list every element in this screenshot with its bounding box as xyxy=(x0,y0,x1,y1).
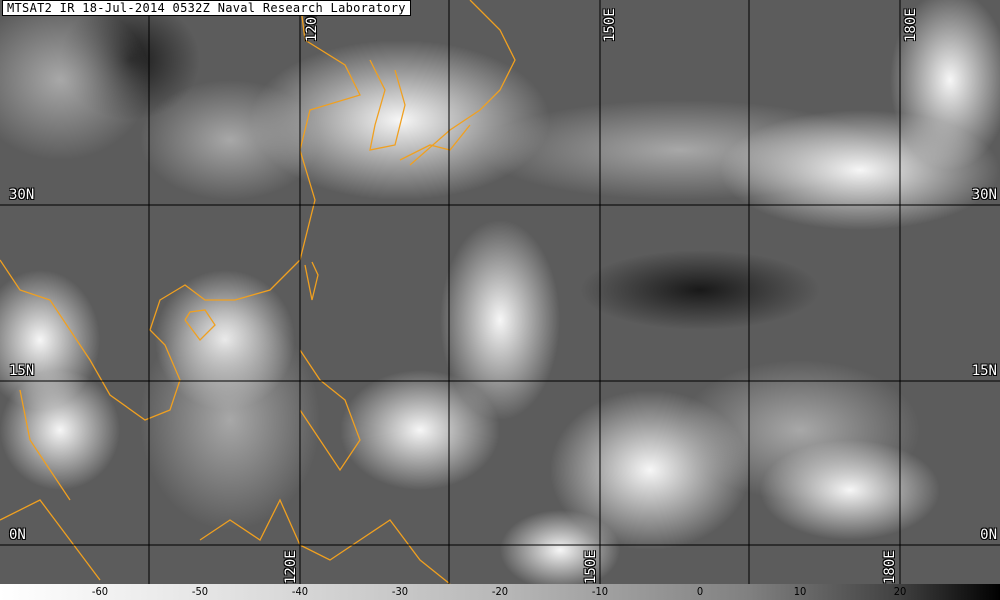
coastlines xyxy=(0,0,516,584)
lat-label-0n-left: 0N xyxy=(9,527,26,543)
lat-lon-grid xyxy=(0,0,1000,584)
cloud-features xyxy=(0,0,1000,584)
colorbar-tick: -30 xyxy=(391,585,409,598)
lon-label-120e-bottom: 120E xyxy=(283,550,299,584)
colorbar-tick: 0 xyxy=(696,585,704,598)
colorbar-tick: -40 xyxy=(291,585,309,598)
colorbar-tick: 10 xyxy=(793,585,807,598)
colorbar-tick: -50 xyxy=(191,585,209,598)
lat-label-15n-right: 15N xyxy=(971,363,997,379)
lat-label-0n-right: 0N xyxy=(980,527,997,543)
lat-label-15n-left: 15N xyxy=(9,363,35,379)
lat-label-30n-right: 30N xyxy=(971,187,997,203)
image-title: MTSAT2 IR 18-Jul-2014 0532Z Naval Resear… xyxy=(2,0,411,16)
colorbar-tick: -10 xyxy=(591,585,609,598)
lon-label-180e-bottom: 180E xyxy=(882,550,898,584)
lon-label-180e-top: 180E xyxy=(903,8,919,42)
satellite-ir-image: 120E 150E 180E 120E 150E 180E 30N 30N 15… xyxy=(0,0,1000,584)
colorbar-tick: 20 xyxy=(893,585,907,598)
temperature-colorbar: -60 -50 -40 -30 -20 -10 0 10 20 xyxy=(0,584,1000,600)
colorbar-tick: -20 xyxy=(491,585,509,598)
colorbar-tick: -60 xyxy=(91,585,109,598)
lat-label-30n-left: 30N xyxy=(9,187,35,203)
imagery-layer xyxy=(0,0,1000,584)
lon-label-150e-top: 150E xyxy=(602,8,618,42)
lon-label-150e-bottom: 150E xyxy=(583,550,599,584)
